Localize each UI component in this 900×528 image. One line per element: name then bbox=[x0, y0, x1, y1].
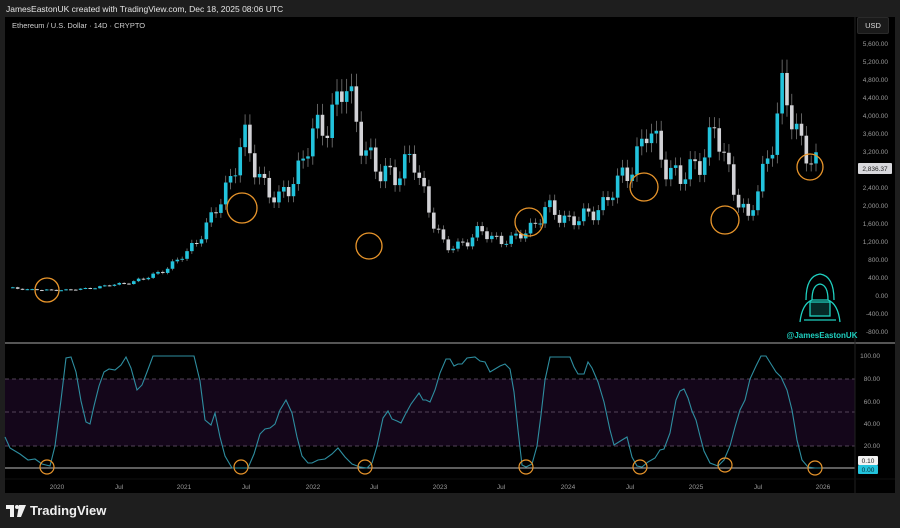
svg-text:2020: 2020 bbox=[50, 484, 65, 491]
price-axis[interactable]: 5,600.00 5,200.00 4,800.00 4,400.00 4,000.00… bbox=[863, 41, 889, 336]
svg-text:2026: 2026 bbox=[816, 484, 831, 491]
attribution-bar: JamesEastonUK created with TradingView.c… bbox=[0, 0, 900, 17]
svg-text:4,400.00: 4,400.00 bbox=[863, 95, 889, 102]
oscillator-line bbox=[4, 355, 822, 469]
oscillator-low-markers bbox=[39, 457, 823, 476]
svg-text:2025: 2025 bbox=[689, 484, 704, 491]
svg-text:2024: 2024 bbox=[561, 484, 576, 491]
osc-value-tag-2: 0.00 bbox=[862, 467, 875, 474]
svg-text:80.00: 80.00 bbox=[864, 376, 881, 383]
svg-text:2,400.00: 2,400.00 bbox=[863, 185, 889, 192]
symbol-title[interactable]: Ethereum / U.S. Dollar · 14D · CRYPTO bbox=[12, 21, 146, 30]
svg-text:400.00: 400.00 bbox=[868, 275, 888, 282]
price-low-markers bbox=[34, 153, 824, 303]
svg-text:800.00: 800.00 bbox=[868, 257, 888, 264]
hacker-avatar-icon bbox=[799, 273, 841, 323]
candlestick-series bbox=[11, 59, 818, 292]
svg-text:60.00: 60.00 bbox=[864, 399, 881, 406]
watermark-handle: @JamesEastonUK bbox=[787, 331, 858, 340]
svg-text:2,000.00: 2,000.00 bbox=[863, 203, 889, 210]
svg-text:20.00: 20.00 bbox=[864, 443, 881, 450]
svg-text:Jul: Jul bbox=[497, 484, 506, 491]
tradingview-logo-icon bbox=[6, 504, 26, 517]
svg-text:-800.00: -800.00 bbox=[866, 329, 888, 336]
svg-text:4,800.00: 4,800.00 bbox=[863, 77, 889, 84]
svg-text:0.00: 0.00 bbox=[875, 293, 888, 300]
oscillator-band bbox=[5, 379, 855, 446]
svg-text:2022: 2022 bbox=[306, 484, 321, 491]
svg-text:4,000.00: 4,000.00 bbox=[863, 113, 889, 120]
svg-text:2023: 2023 bbox=[433, 484, 448, 491]
svg-text:3,600.00: 3,600.00 bbox=[863, 131, 889, 138]
svg-text:1,600.00: 1,600.00 bbox=[863, 221, 889, 228]
svg-text:40.00: 40.00 bbox=[864, 421, 881, 428]
svg-text:5,600.00: 5,600.00 bbox=[863, 41, 889, 48]
tradingview-brand[interactable]: TradingView bbox=[6, 503, 106, 518]
svg-text:5,200.00: 5,200.00 bbox=[863, 59, 889, 66]
svg-text:3,200.00: 3,200.00 bbox=[863, 149, 889, 156]
svg-text:100.00: 100.00 bbox=[860, 353, 880, 360]
svg-text:Jul: Jul bbox=[242, 484, 251, 491]
svg-text:-400.00: -400.00 bbox=[866, 311, 888, 318]
svg-text:Jul: Jul bbox=[115, 484, 124, 491]
last-price-tag bbox=[858, 163, 892, 174]
osc-value-tag-1: 0.10 bbox=[862, 458, 875, 465]
svg-text:1,200.00: 1,200.00 bbox=[863, 239, 889, 246]
oscillator-axis[interactable]: 100.00 80.00 60.00 40.00 20.00 bbox=[860, 353, 880, 450]
brand-label: TradingView bbox=[30, 503, 107, 518]
svg-text:Jul: Jul bbox=[626, 484, 635, 491]
svg-text:Jul: Jul bbox=[754, 484, 763, 491]
last-price-label: 2,836.37 bbox=[862, 166, 888, 173]
svg-text:2021: 2021 bbox=[177, 484, 192, 491]
time-axis[interactable]: 2020 Jul 2021 Jul 2022 Jul 2023 Jul 2024 Jul 2025 J… bbox=[50, 484, 831, 491]
attribution-text: JamesEastonUK created with TradingView.c… bbox=[6, 4, 284, 14]
svg-text:Jul: Jul bbox=[370, 484, 379, 491]
currency-button[interactable]: USD bbox=[857, 17, 889, 34]
